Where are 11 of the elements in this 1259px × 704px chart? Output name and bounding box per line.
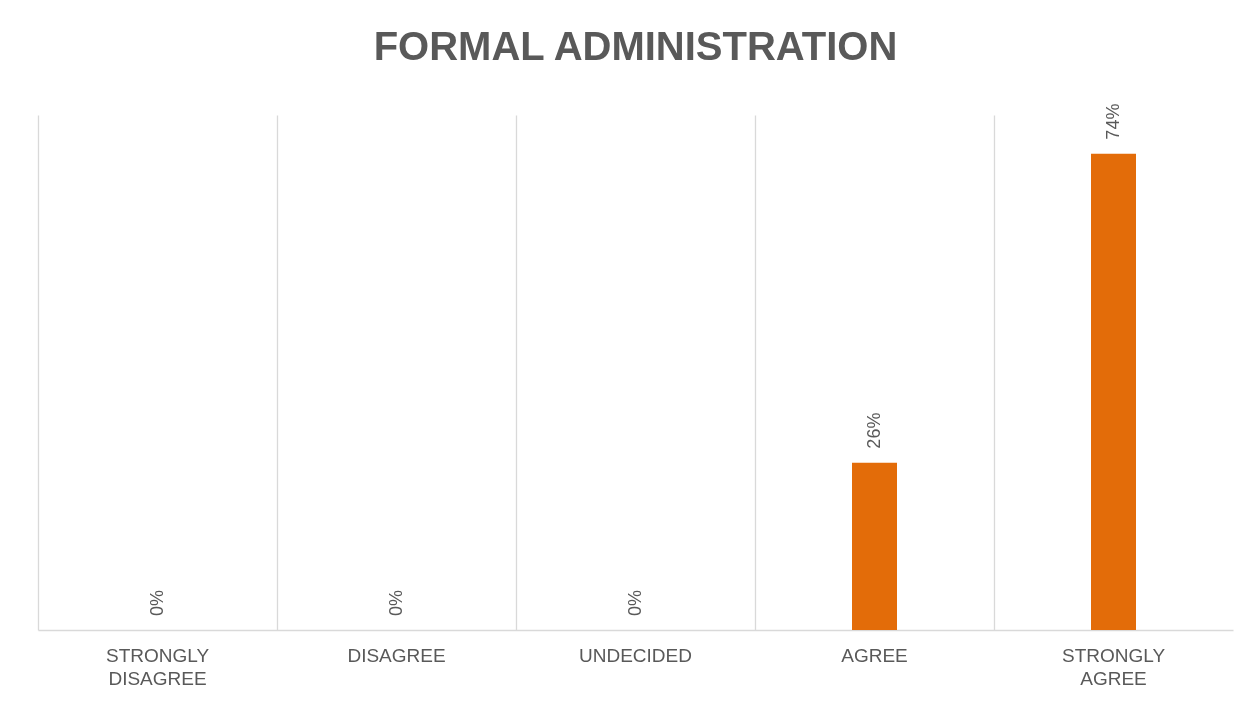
x-tick-label: UNDECIDED (579, 644, 692, 666)
chart-title: FORMAL ADMINISTRATION (373, 23, 898, 68)
x-tick-label: STRONGLY DISAGREE (105, 644, 210, 689)
data-label: 26% (863, 412, 884, 449)
data-label: 0% (146, 589, 167, 616)
x-tick-label: DISAGREE (347, 644, 446, 666)
x-tick-label: STRONGLY AGREE (1061, 644, 1166, 689)
x-tick-label: AGREE (841, 644, 908, 666)
data-label: 0% (385, 589, 406, 616)
data-label: 0% (624, 589, 645, 616)
data-label: 74% (1102, 103, 1123, 140)
